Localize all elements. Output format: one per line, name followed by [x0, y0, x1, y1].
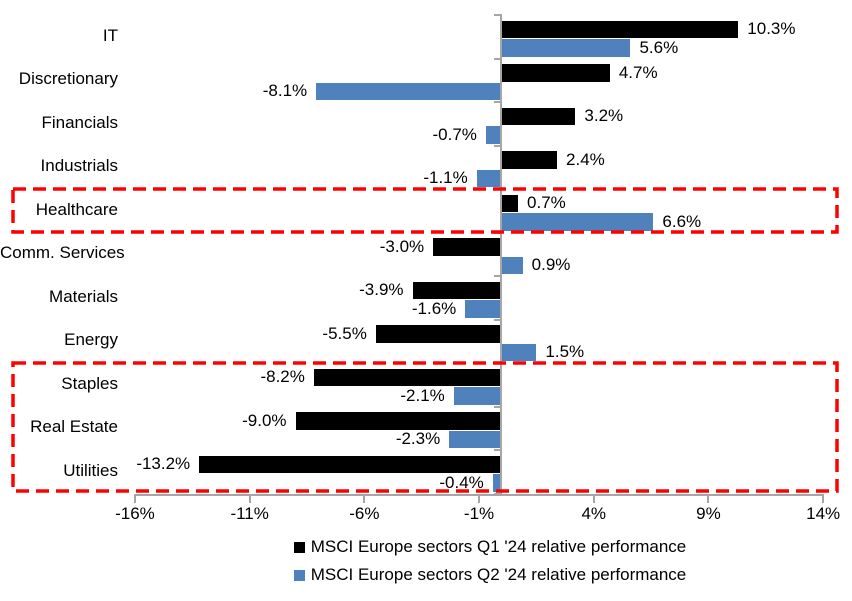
q2-bar	[502, 256, 523, 274]
value-label: 3.2%	[584, 106, 624, 126]
q1-bar	[375, 325, 502, 343]
q1-bar	[412, 281, 502, 299]
y-axis-tick	[494, 57, 501, 60]
legend-swatch-q2-icon	[293, 569, 305, 581]
category-label: Comm. Services	[0, 243, 125, 263]
y-axis-tick	[494, 231, 501, 234]
x-tick-label: -16%	[115, 504, 155, 523]
q1-bar	[199, 455, 502, 473]
q1-bar	[313, 368, 502, 386]
q2-bar	[453, 387, 502, 405]
value-label: 6.6%	[662, 211, 702, 231]
legend-swatch-q1-icon	[293, 541, 305, 553]
value-label: 4.7%	[618, 62, 658, 82]
y-axis-tick	[494, 275, 501, 277]
q2-bar	[316, 82, 502, 100]
value-label: -0.7%	[432, 124, 477, 144]
value-label: -13.2%	[136, 454, 191, 474]
value-label: -8.1%	[262, 81, 308, 101]
q2-bar	[502, 343, 537, 361]
q2-bar	[485, 126, 502, 144]
x-tick-label: -11%	[230, 504, 269, 523]
y-axis-tick	[494, 405, 501, 408]
category-label: Materials	[49, 286, 118, 306]
value-label: -3.0%	[379, 236, 425, 256]
value-label: -5.5%	[322, 323, 367, 343]
q2-bar	[465, 300, 502, 318]
y-axis-line	[500, 14, 502, 496]
value-label: 2.4%	[566, 149, 605, 169]
q1-bar	[502, 64, 610, 82]
value-label: 1.5%	[545, 342, 585, 362]
x-tick-label: 9%	[696, 504, 721, 523]
q1-bar	[502, 151, 558, 169]
x-axis-tick	[592, 494, 595, 503]
x-tick-label: -1%	[463, 504, 495, 523]
value-label: -1.6%	[411, 298, 457, 318]
x-tick-label: -6%	[349, 504, 380, 523]
category-label: Healthcare	[35, 199, 118, 219]
y-axis-tick	[494, 14, 501, 16]
category-label: Industrials	[40, 156, 118, 176]
legend-label-q2: MSCI Europe sectors Q2 '24 relative perf…	[310, 565, 687, 584]
category-label: IT	[102, 25, 118, 45]
q2-bar	[502, 213, 654, 231]
q1-bar	[502, 107, 576, 125]
highlight-box-healthcare	[11, 187, 839, 234]
value-label: -1.1%	[423, 168, 468, 188]
value-label: 0.7%	[527, 193, 566, 213]
x-axis-tick	[707, 494, 710, 503]
y-axis-tick	[494, 101, 501, 103]
legend-label-q1: MSCI Europe sectors Q1 '24 relative perf…	[310, 537, 687, 556]
value-label: -2.1%	[400, 385, 445, 405]
q2-bar	[449, 430, 502, 448]
value-label: -9.0%	[242, 410, 287, 430]
legend-item-q1: MSCI Europe sectors Q1 '24 relative perf…	[293, 533, 687, 561]
value-label: -0.4%	[439, 472, 484, 492]
category-label: Staples	[61, 373, 118, 393]
value-label: 5.6%	[639, 37, 679, 57]
y-axis-tick	[494, 188, 501, 190]
x-axis-tick	[478, 494, 481, 503]
q2-bar	[476, 169, 502, 187]
q1-bar	[502, 20, 739, 38]
value-label: 0.9%	[531, 255, 571, 275]
category-label: Real Estate	[30, 417, 118, 437]
q2-bar	[502, 39, 631, 57]
value-label: -3.9%	[359, 280, 404, 300]
x-axis-tick	[248, 494, 251, 503]
category-label: Financials	[41, 112, 118, 132]
category-label: Discretionary	[18, 69, 118, 89]
x-axis-tick	[822, 494, 825, 503]
q1-bar	[295, 412, 502, 430]
legend: MSCI Europe sectors Q1 '24 relative perf…	[128, 533, 852, 589]
x-axis-tick	[133, 494, 136, 503]
legend-item-q2: MSCI Europe sectors Q2 '24 relative perf…	[293, 561, 687, 589]
y-axis-tick	[494, 318, 501, 321]
category-label: Energy	[64, 330, 118, 350]
x-tick-label: 4%	[581, 504, 607, 523]
q1-bar	[433, 238, 502, 256]
value-label: -8.2%	[260, 367, 305, 387]
y-axis-tick	[494, 449, 501, 451]
value-label: -2.3%	[395, 429, 441, 449]
x-axis-tick	[363, 494, 366, 503]
y-axis-tick	[494, 492, 501, 495]
y-axis-tick	[494, 144, 501, 147]
y-axis-tick	[494, 362, 501, 364]
x-tick-label: 14%	[806, 504, 841, 523]
value-label: 10.3%	[747, 19, 796, 39]
q1-bar	[502, 194, 519, 212]
